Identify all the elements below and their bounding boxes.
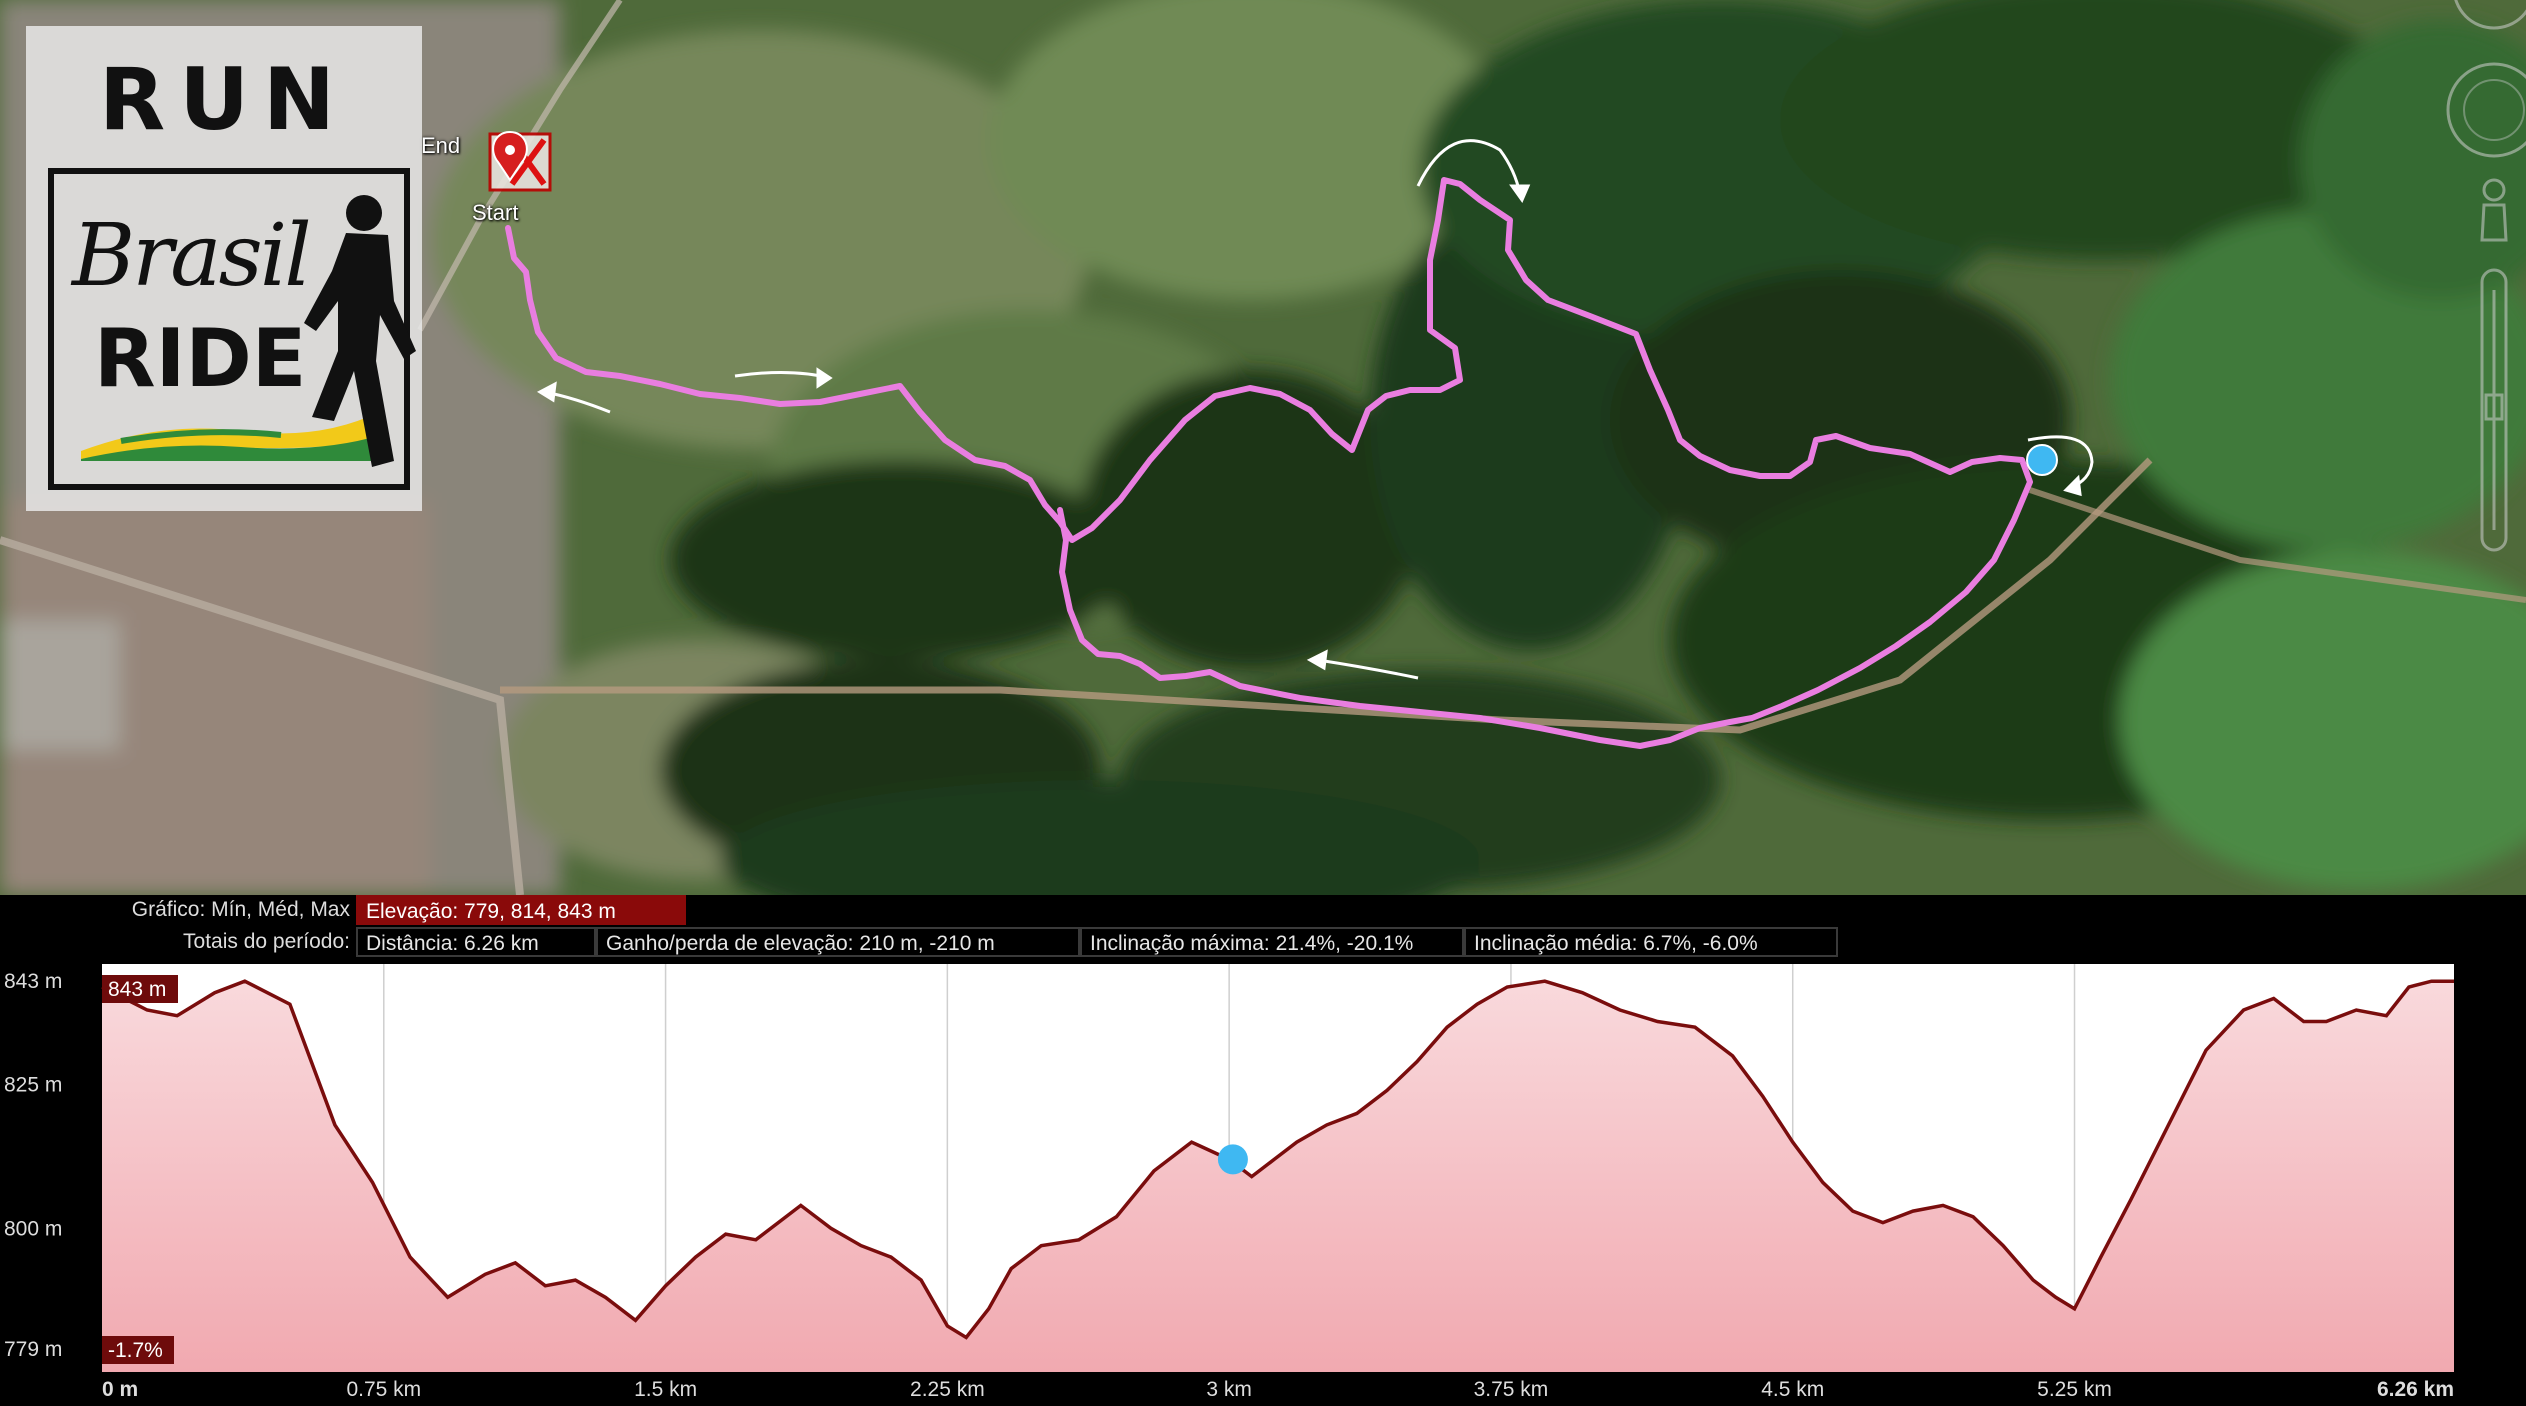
- x-tick-label: 6.26 km: [2377, 1378, 2454, 1401]
- logo-run-text: RUN: [98, 50, 350, 150]
- grade-badge-text: -1.7%: [108, 1339, 163, 1362]
- direction-arrow: [2027, 435, 2094, 497]
- start-label: Start: [472, 200, 519, 225]
- elevation-area-fill: [102, 981, 2454, 1372]
- distance-cell[interactable]: Distância: 6.26 km: [356, 927, 596, 957]
- graph-mode-label: Gráfico: Mín, Méd, Max: [131, 898, 350, 921]
- look-joystick-icon[interactable]: [2454, 0, 2526, 30]
- x-tick-label: 1.5 km: [634, 1378, 697, 1401]
- direction-arrow: [1306, 649, 1419, 680]
- logo-flag-wave-icon: [81, 411, 381, 461]
- period-totals-label: Totais do período:: [183, 930, 350, 953]
- x-tick-label: 0.75 km: [346, 1378, 421, 1401]
- x-axis-ticks: 0 m 0.75 km 1.5 km 2.25 km 3 km 3.75 km 4.5 km…: [102, 1378, 2454, 1401]
- y-tick-label: 825 m: [4, 1074, 62, 1097]
- logo-ride-text: RIDE: [94, 312, 307, 405]
- y-axis-ticks: 843 m 825 m 800 m 779 m: [4, 970, 62, 1361]
- max-elevation-badge-text: 843 m: [108, 978, 166, 1001]
- direction-arrow: [1416, 139, 1531, 204]
- elevation-summary-cell[interactable]: Elevação: 779, 814, 843 m: [356, 895, 686, 925]
- current-position-marker[interactable]: [2026, 444, 2058, 476]
- chart-position-marker[interactable]: [1217, 1144, 1248, 1175]
- x-tick-label: 2.25 km: [910, 1378, 985, 1401]
- x-tick-label: 0 m: [102, 1378, 138, 1401]
- route-track: [505, 177, 2033, 749]
- elevation-gain-loss-cell[interactable]: Ganho/perda de elevação: 210 m, -210 m: [596, 927, 1080, 957]
- move-joystick-icon[interactable]: [2446, 62, 2526, 158]
- map-navigation-controls[interactable]: [2424, 0, 2526, 560]
- x-tick-label: 3.75 km: [1474, 1378, 1549, 1401]
- x-tick-label: 5.25 km: [2037, 1378, 2112, 1401]
- elevation-line: [101, 979, 2454, 1340]
- satellite-map[interactable]: [0, 0, 2526, 895]
- logo-brasil-text: Brasil: [72, 206, 312, 306]
- x-tick-label: 4.5 km: [1761, 1378, 1824, 1401]
- street-view-icon[interactable]: [2480, 178, 2508, 242]
- logo-runner-icon: [304, 195, 416, 467]
- direction-arrow: [734, 367, 833, 389]
- max-elevation-badge: 843 m: [102, 975, 178, 1003]
- elevation-chart[interactable]: 843 m 825 m 800 m 779 m 0 m 0.75 km 1.5 km 2.2…: [0, 895, 2526, 1406]
- direction-arrow: [536, 381, 611, 414]
- max-grade-cell[interactable]: Inclinação máxima: 21.4%, -20.1%: [1080, 927, 1464, 957]
- run-brasil-ride-logo: RUN Brasil RIDE: [26, 26, 422, 511]
- zoom-slider[interactable]: [2480, 268, 2508, 552]
- logo-frame: [48, 168, 410, 490]
- y-tick-label: 779 m: [4, 1338, 62, 1361]
- y-tick-label: 800 m: [4, 1217, 62, 1240]
- x-tick-label: 3 km: [1206, 1378, 1252, 1401]
- grade-badge: -1.7%: [102, 1336, 174, 1364]
- end-label: End: [421, 133, 461, 158]
- average-grade-cell[interactable]: Inclinação média: 6.7%, -6.0%: [1464, 927, 1838, 957]
- elevation-profile-panel: Gráfico: Mín, Méd, Max Elevação: 779, 81…: [0, 895, 2526, 1406]
- start-end-pin-icon[interactable]: [488, 112, 552, 192]
- y-tick-label: 843 m: [4, 970, 62, 993]
